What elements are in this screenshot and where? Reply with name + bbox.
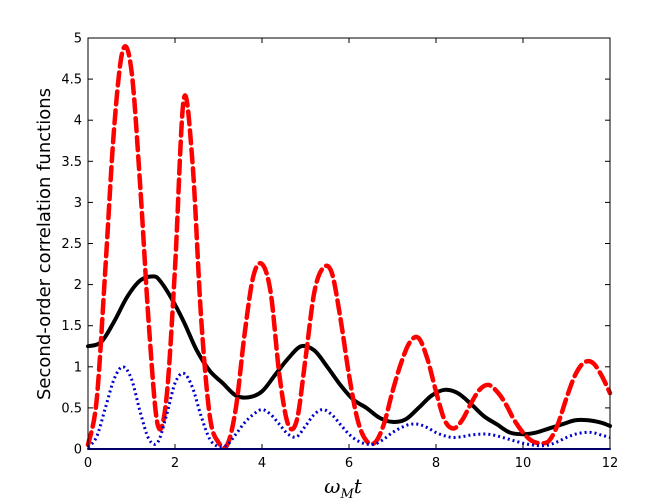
y-tick-label: 3: [74, 196, 82, 211]
x-tick-label: 2: [171, 456, 179, 471]
y-tick-label: 4: [74, 114, 82, 129]
y-tick-label: 5: [74, 32, 82, 47]
y-tick-label: 4.5: [61, 73, 82, 88]
x-axis-label-subscript: M: [339, 487, 354, 502]
x-tick-label: 12: [602, 456, 619, 471]
x-tick-label: 8: [432, 456, 440, 471]
y-tick-label: 2: [74, 278, 82, 293]
x-tick-label: 0: [84, 456, 92, 471]
x-tick-label: 6: [345, 456, 353, 471]
y-tick-label: 3.5: [61, 155, 82, 170]
x-axis-label-suffix: t: [354, 474, 363, 498]
x-axis-label-base: ω: [324, 474, 340, 498]
x-tick-label: 4: [258, 456, 266, 471]
series-line-dashed-1: [85, 44, 613, 451]
y-tick-label: 0: [74, 443, 82, 458]
y-tick-label: 0.5: [61, 401, 82, 416]
tick-layer: 0 2 4 6 8 10 12 0 0.5 1 1.5 2 2.5 3 3.5 4 4.5 5: [61, 32, 618, 472]
x-tick-label: 10: [515, 456, 532, 471]
series-line-dotted-2: [86, 365, 611, 449]
y-axis-label: Second-order correlation functions: [34, 88, 55, 400]
y-tick-label: 1: [74, 360, 82, 375]
x-axis-label: ωMt: [324, 474, 363, 502]
y-tick-label: 2.5: [61, 237, 82, 252]
y-tick-label: 1.5: [61, 319, 82, 334]
